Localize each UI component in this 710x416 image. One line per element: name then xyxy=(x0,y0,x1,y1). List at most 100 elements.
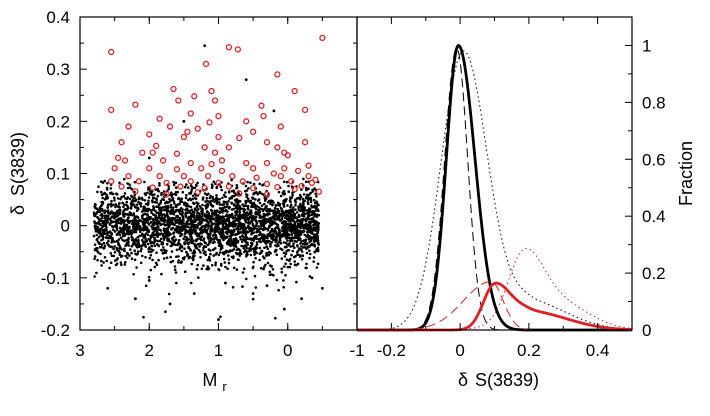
red-circle-point xyxy=(208,87,215,95)
red-circle-point xyxy=(118,139,125,146)
red-circle-point xyxy=(215,112,222,120)
red-circle-point xyxy=(194,125,201,132)
y-tick-label: 0.4 xyxy=(642,207,666,226)
red-circle-point xyxy=(308,179,316,187)
scatter-point xyxy=(147,279,151,282)
red-circle-point xyxy=(234,46,242,53)
red-circle-point xyxy=(239,178,246,185)
red-circle-point xyxy=(198,165,205,172)
scatter-point xyxy=(224,281,227,285)
distribution-curve-3 xyxy=(357,50,633,331)
red-circle-point xyxy=(163,191,170,198)
red-circle-point xyxy=(187,178,194,185)
red-circle-point xyxy=(156,115,163,122)
distribution-curve-6 xyxy=(357,248,633,331)
red-circle-point xyxy=(191,93,198,100)
red-circle-point xyxy=(277,123,284,130)
red-circle-point xyxy=(215,133,222,141)
red-circle-point xyxy=(125,172,132,180)
red-circle-point xyxy=(149,149,156,156)
y-tick-label: 0.4 xyxy=(46,8,70,27)
y-tick-label: 0 xyxy=(642,321,651,340)
distribution-curve-1 xyxy=(356,44,633,332)
red-circle-point xyxy=(194,189,201,196)
red-circle-point xyxy=(249,128,257,135)
red-circle-point xyxy=(108,48,115,56)
red-circle-point xyxy=(253,174,260,181)
red-circle-point xyxy=(121,157,129,164)
red-circle-point xyxy=(281,165,288,172)
red-circle-point xyxy=(305,172,312,180)
red-circle-point xyxy=(170,85,177,93)
scatter-point xyxy=(282,307,286,311)
red-circle-point xyxy=(263,139,271,146)
y-tick-label: 0.8 xyxy=(642,93,666,112)
scatter-point xyxy=(300,297,303,301)
scatter-plot-frame xyxy=(79,16,358,331)
y-tick-label: 0.1 xyxy=(46,165,70,184)
red-circle-point xyxy=(184,128,191,135)
x-tick-label: -0.2 xyxy=(377,341,406,360)
red-circle-point xyxy=(260,112,267,120)
red-circle-point xyxy=(243,159,250,167)
red-circle-point xyxy=(218,157,226,164)
red-circle-point xyxy=(114,154,122,162)
red-circle-point xyxy=(243,118,250,125)
x-tick-label: 0 xyxy=(283,341,292,360)
red-circle-point xyxy=(180,172,188,180)
y-tick-label: -0.1 xyxy=(41,269,70,288)
y-tick-label: 0 xyxy=(61,217,70,236)
scatter-panel: 3 2 1 0 -1 -0.2 -0.1 0 0.1 0.2 0.3 0.4 δ S(3839) M … xyxy=(8,8,365,394)
red-circle-point xyxy=(175,97,182,104)
red-circle-point xyxy=(108,178,115,185)
red-circle-point xyxy=(263,191,271,198)
scatter-point xyxy=(320,286,324,290)
red-circle-point xyxy=(236,190,243,197)
x-tick-label: 0.2 xyxy=(517,341,541,360)
y-tick-label: 0.3 xyxy=(46,60,70,79)
distribution-curves xyxy=(356,44,633,332)
red-circle-point xyxy=(249,184,257,192)
red-circle-point xyxy=(156,172,163,180)
red-circle-point xyxy=(187,110,194,117)
red-circle-point xyxy=(258,102,265,109)
red-circle-point xyxy=(135,178,143,185)
red-circle-point xyxy=(312,176,319,183)
x-tick-label: 3 xyxy=(75,341,84,360)
red-circle-point xyxy=(139,149,146,156)
red-circle-point xyxy=(249,165,257,172)
red-circle-point xyxy=(204,172,212,180)
red-circle-point xyxy=(111,165,118,172)
red-circle-point xyxy=(291,185,298,193)
red-circle-point xyxy=(132,188,139,195)
scatter-point xyxy=(265,284,269,288)
scatter-ticks: 3 2 1 0 -1 -0.2 -0.1 0 0.1 0.2 0.3 0.4 xyxy=(41,8,365,360)
red-circle-point xyxy=(149,184,156,191)
x-tick-label: 1 xyxy=(214,341,223,360)
y-tick-label: 0.6 xyxy=(642,150,666,169)
red-circle-point xyxy=(236,134,243,142)
red-circle-point xyxy=(301,139,309,146)
distribution-x-axis-label: δ S(3839) xyxy=(458,370,539,390)
red-circle-point xyxy=(274,183,281,191)
red-circle-point xyxy=(163,179,170,187)
scatter-point xyxy=(106,286,110,290)
y-tick-label: 0.2 xyxy=(46,112,70,131)
scatter-point xyxy=(272,109,276,113)
red-circle-point xyxy=(215,179,222,187)
red-circle-point xyxy=(225,183,233,190)
x-tick-label: 0 xyxy=(455,341,464,360)
x-axis-quantity: S(3839) xyxy=(475,370,539,390)
red-circle-point xyxy=(132,101,139,108)
scatter-point xyxy=(192,292,196,295)
scatter-points xyxy=(92,44,324,321)
red-circle-point xyxy=(270,170,278,177)
y-tick-label: 1 xyxy=(642,36,651,55)
red-circle-point xyxy=(118,183,125,190)
red-circle-point xyxy=(263,159,271,167)
x-tick-label: -1 xyxy=(349,341,364,360)
red-circle-point xyxy=(153,142,160,150)
distribution-panel: -0.2 0 0.2 0.4 0 0.2 0.4 0.6 0.8 1 Fraction δ S(3… xyxy=(356,16,696,390)
red-circle-point xyxy=(180,133,188,141)
red-circle-point xyxy=(201,184,208,192)
